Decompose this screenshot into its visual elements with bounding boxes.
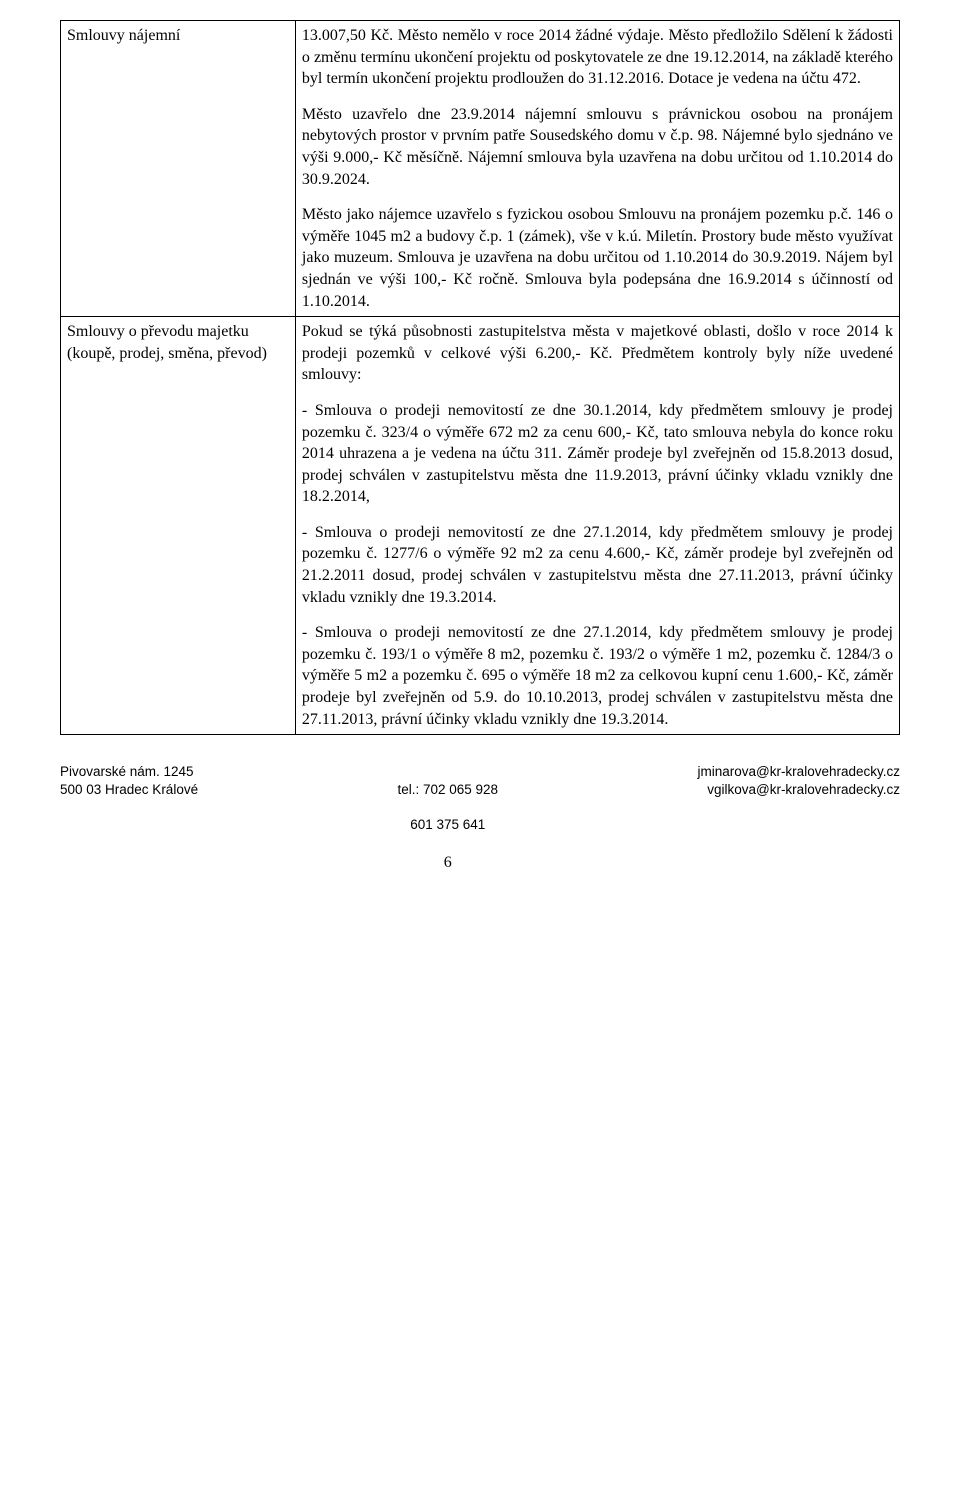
footer-phone-block: tel.: 702 065 928 601 375 641 6 [397,763,498,891]
table-row: Smlouvy o převodu majetku (koupě, prodej… [61,317,900,735]
paragraph: - Smlouva o prodeji nemovitostí ze dne 2… [302,622,893,730]
paragraph: Město jako nájemce uzavřelo s fyzickou o… [302,204,893,312]
row-content-cell: 13.007,50 Kč. Město nemělo v roce 2014 ž… [295,21,899,317]
page-number: 6 [397,853,498,874]
page-footer: Pivovarské nám. 1245 500 03 Hradec Králo… [60,763,900,891]
row-label: Smlouvy nájemní [67,27,180,44]
row-label-cell: Smlouvy o převodu majetku (koupě, prodej… [61,317,296,735]
content-table: Smlouvy nájemní 13.007,50 Kč. Město nemě… [60,20,900,735]
paragraph: Město uzavřelo dne 23.9.2014 nájemní sml… [302,104,893,190]
paragraph: - Smlouva o prodeji nemovitostí ze dne 3… [302,400,893,508]
row-label-cell: Smlouvy nájemní [61,21,296,317]
footer-phone-1: tel.: 702 065 928 [397,781,498,799]
footer-address: Pivovarské nám. 1245 500 03 Hradec Králo… [60,763,198,891]
footer-emails: jminarova@kr-kralovehradecky.cz vgilkova… [697,763,900,891]
footer-phone-2: 601 375 641 [397,816,498,834]
paragraph: - Smlouva o prodeji nemovitostí ze dne 2… [302,522,893,608]
row-label: Smlouvy o převodu majetku (koupě, prodej… [67,323,267,362]
row-content-cell: Pokud se týká působnosti zastupitelstva … [295,317,899,735]
paragraph: Pokud se týká působnosti zastupitelstva … [302,321,893,386]
table-row: Smlouvy nájemní 13.007,50 Kč. Město nemě… [61,21,900,317]
paragraph: 13.007,50 Kč. Město nemělo v roce 2014 ž… [302,25,893,90]
